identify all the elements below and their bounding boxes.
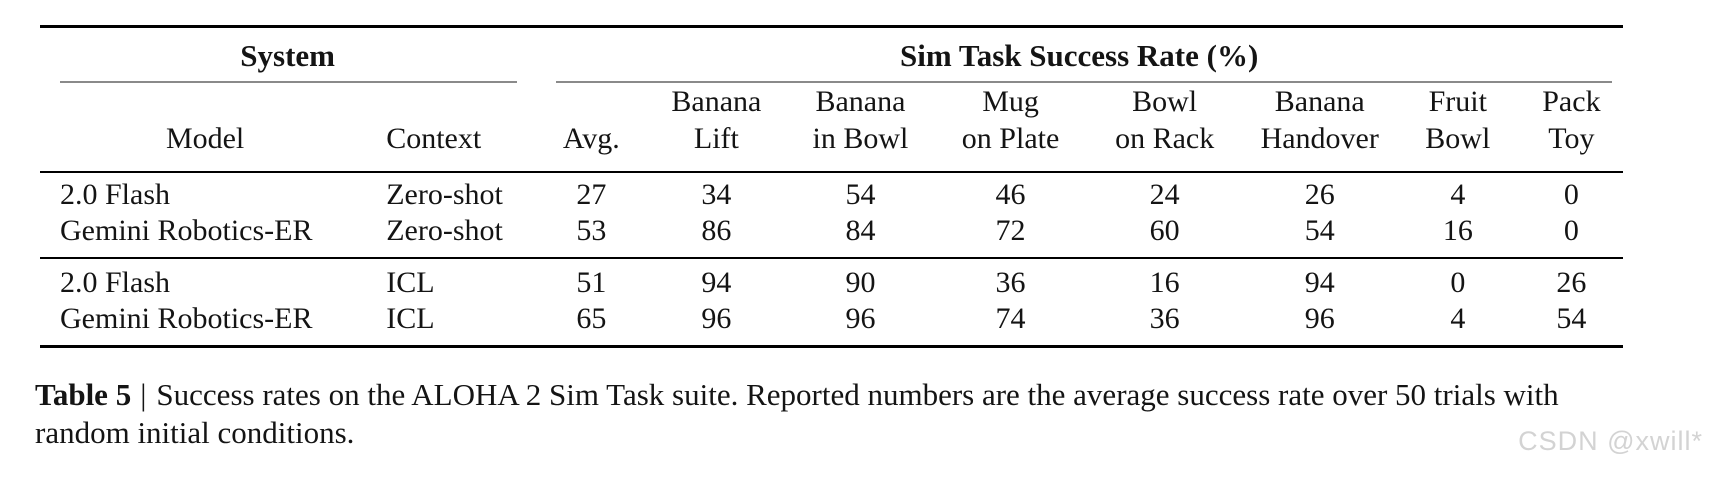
column-header-avg: Avg. xyxy=(535,83,648,173)
column-header-mug-on-plate: Mug on Plate xyxy=(935,83,1086,173)
column-header-line: Handover xyxy=(1260,122,1379,155)
value-cell: 34 xyxy=(701,178,732,211)
value-cell: 96 xyxy=(1304,302,1335,335)
column-header-line: Model xyxy=(165,122,245,155)
value-cell: 96 xyxy=(845,302,876,335)
value-cell: 51 xyxy=(535,257,648,301)
model-cell: 2.0 Flash xyxy=(40,257,371,301)
value-cell: 72 xyxy=(995,214,1026,247)
value-cell: 65 xyxy=(576,302,607,335)
column-header-banana-handover: Banana Handover xyxy=(1243,83,1396,173)
column-header-fruit-bowl: Fruit Bowl xyxy=(1395,83,1520,173)
watermark: CSDN @xwill* xyxy=(1518,426,1703,456)
column-header-row: Model Context Avg. Banana Lift Banana in Bowl M… xyxy=(40,83,1623,173)
value-cell: 54 xyxy=(1304,214,1335,247)
column-header-line: Pack xyxy=(1542,85,1601,118)
table-caption: Table 5 | Success rates on the ALOHA 2 Sim… xyxy=(35,376,1595,452)
context-cell: Zero-shot xyxy=(386,178,503,211)
model-cell: Gemini Robotics-ER xyxy=(60,214,313,247)
value-cell: 4 xyxy=(1450,178,1466,211)
column-header-line: Banana xyxy=(671,85,762,118)
value-cell: 86 xyxy=(701,214,732,247)
value-cell: 0 xyxy=(1563,178,1579,211)
caption-separator: | xyxy=(140,377,147,412)
column-header-banana-lift: Banana Lift xyxy=(647,83,786,173)
value-cell: 54 xyxy=(1556,302,1587,335)
table-row: 2.0 Flash Zero-shot 27 34 54 46 24 26 4 0 xyxy=(40,172,1623,213)
column-header-line: on Rack xyxy=(1115,122,1215,155)
value-cell: 26 xyxy=(1304,178,1335,211)
group-header-system: System xyxy=(40,27,535,84)
context-cell: ICL xyxy=(386,302,435,335)
table-row: Gemini Robotics-ER ICL 65 96 96 74 36 96 4 54 xyxy=(40,301,1623,347)
value-cell: 94 xyxy=(1243,257,1396,301)
context-cell: Zero-shot xyxy=(386,214,503,247)
group-header-sim-task: Sim Task Success Rate (%) xyxy=(535,27,1623,84)
table-row: 2.0 Flash ICL 51 94 90 36 16 94 0 26 xyxy=(40,257,1623,301)
value-cell: 36 xyxy=(1149,302,1180,335)
column-header-line: Toy xyxy=(1548,122,1595,155)
column-header-line: Bowl xyxy=(1425,122,1491,155)
value-cell: 53 xyxy=(576,214,607,247)
value-cell: 96 xyxy=(701,302,732,335)
value-cell: 36 xyxy=(935,257,1086,301)
value-cell: 60 xyxy=(1149,214,1180,247)
column-header-line: Fruit xyxy=(1428,85,1487,118)
value-cell: 24 xyxy=(1149,178,1180,211)
value-cell: 0 xyxy=(1395,257,1520,301)
caption-text: Success rates on the ALOHA 2 Sim Task su… xyxy=(35,377,1559,450)
column-header-line: Banana xyxy=(815,85,906,118)
model-cell: 2.0 Flash xyxy=(60,178,171,211)
column-header-line: in Bowl xyxy=(812,122,909,155)
column-header-context: Context xyxy=(370,83,536,173)
table-head: System Sim Task Success Rate (%) Model Con… xyxy=(40,27,1623,173)
results-table: System Sim Task Success Rate (%) Model Con… xyxy=(40,25,1623,348)
value-cell: 26 xyxy=(1519,257,1623,301)
value-cell: 46 xyxy=(995,178,1026,211)
value-cell: 74 xyxy=(995,302,1026,335)
model-cell: Gemini Robotics-ER xyxy=(60,302,313,335)
column-header-line: Context xyxy=(386,122,482,155)
column-header-model: Model xyxy=(40,83,371,173)
table-row: Gemini Robotics-ER Zero-shot 53 86 84 72 60 54 1… xyxy=(40,213,1623,258)
column-header-banana-in-bowl: Banana in Bowl xyxy=(785,83,936,173)
column-header-line: Mug xyxy=(982,85,1039,118)
value-cell: 27 xyxy=(576,178,607,211)
row-group: 2.0 Flash ICL 51 94 90 36 16 94 0 26 Gemini Roboti… xyxy=(40,257,1623,347)
value-cell: 54 xyxy=(845,178,876,211)
caption-label: Table 5 xyxy=(35,377,132,412)
column-header-pack-toy: Pack Toy xyxy=(1519,83,1623,173)
column-header-line: Banana xyxy=(1274,85,1365,118)
value-cell: 16 xyxy=(1442,214,1473,247)
value-cell: 90 xyxy=(785,257,936,301)
value-cell: 0 xyxy=(1563,214,1579,247)
column-header-line: Lift xyxy=(693,122,739,155)
column-header-bowl-on-rack: Bowl on Rack xyxy=(1085,83,1244,173)
group-header-row: System Sim Task Success Rate (%) xyxy=(40,27,1623,84)
column-header-line: Avg. xyxy=(562,122,620,155)
value-cell: 4 xyxy=(1450,302,1466,335)
column-header-line: on Plate xyxy=(961,122,1060,155)
value-cell: 94 xyxy=(647,257,786,301)
value-cell: 16 xyxy=(1085,257,1244,301)
value-cell: 84 xyxy=(845,214,876,247)
row-group: 2.0 Flash Zero-shot 27 34 54 46 24 26 4 0 Gemini R… xyxy=(40,172,1623,258)
context-cell: ICL xyxy=(370,257,536,301)
column-header-line: Bowl xyxy=(1132,85,1198,118)
